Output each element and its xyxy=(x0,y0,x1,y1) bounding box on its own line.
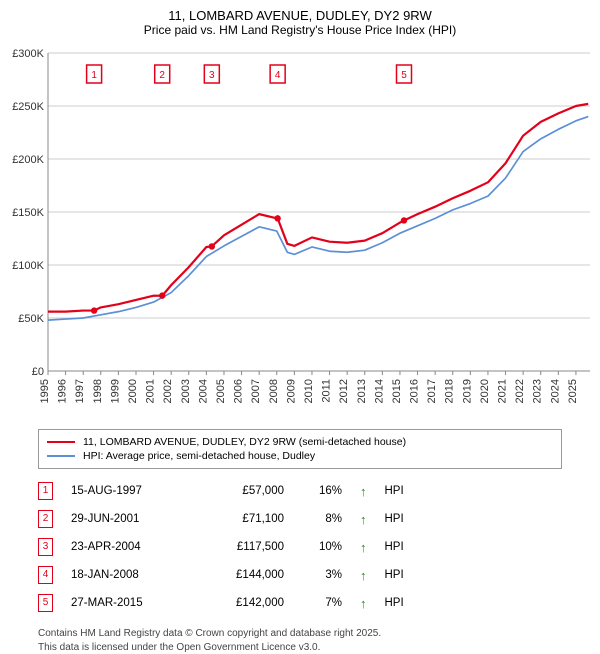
svg-text:2012: 2012 xyxy=(338,379,350,403)
svg-text:1996: 1996 xyxy=(57,379,69,403)
svg-text:4: 4 xyxy=(275,70,281,81)
svg-text:2022: 2022 xyxy=(514,379,526,403)
up-arrow-icon: ↑ xyxy=(360,512,367,527)
svg-text:2011: 2011 xyxy=(321,379,333,403)
svg-text:2014: 2014 xyxy=(373,379,385,403)
svg-text:£100K: £100K xyxy=(12,260,44,272)
svg-text:2002: 2002 xyxy=(162,379,174,403)
sale-pct: 7% xyxy=(302,597,342,609)
legend-label: HPI: Average price, semi-detached house,… xyxy=(83,450,315,462)
sale-row: 4 18-JAN-2008 £144,000 3% ↑ HPI xyxy=(38,561,562,589)
footer-line1: Contains HM Land Registry data © Crown c… xyxy=(38,627,562,641)
sale-pct: 8% xyxy=(302,513,342,525)
sale-price: £71,100 xyxy=(199,513,284,525)
sale-date: 15-AUG-1997 xyxy=(71,485,181,497)
sale-row: 3 23-APR-2004 £117,500 10% ↑ HPI xyxy=(38,533,562,561)
svg-text:£0: £0 xyxy=(32,366,44,378)
legend-row: HPI: Average price, semi-detached house,… xyxy=(47,449,553,463)
sale-marker-num: 4 xyxy=(38,566,53,584)
legend-label: 11, LOMBARD AVENUE, DUDLEY, DY2 9RW (sem… xyxy=(83,436,406,448)
legend-swatch xyxy=(47,441,75,444)
sale-date: 18-JAN-2008 xyxy=(71,569,181,581)
svg-text:2024: 2024 xyxy=(549,379,561,403)
sale-suffix: HPI xyxy=(385,513,404,525)
svg-text:2015: 2015 xyxy=(391,379,403,403)
svg-text:2008: 2008 xyxy=(268,379,280,403)
sale-price: £144,000 xyxy=(199,569,284,581)
chart-title: 11, LOMBARD AVENUE, DUDLEY, DY2 9RW xyxy=(0,0,600,23)
svg-text:£50K: £50K xyxy=(18,313,44,325)
chart-svg: £0 £50K £100K £150K £200K £250K £300K 1995 1996 1… xyxy=(0,43,600,423)
svg-text:2007: 2007 xyxy=(250,379,262,403)
sale-suffix: HPI xyxy=(385,541,404,553)
chart-area: £0 £50K £100K £150K £200K £250K £300K 1995 1996 1… xyxy=(0,43,600,423)
svg-text:2009: 2009 xyxy=(285,379,297,403)
svg-text:1999: 1999 xyxy=(109,379,121,403)
sale-date: 23-APR-2004 xyxy=(71,541,181,553)
svg-text:2020: 2020 xyxy=(479,379,491,403)
sale-row: 5 27-MAR-2015 £142,000 7% ↑ HPI xyxy=(38,589,562,617)
footer-line2: This data is licensed under the Open Gov… xyxy=(38,641,562,654)
svg-text:1: 1 xyxy=(91,70,97,81)
svg-text:2023: 2023 xyxy=(532,379,544,403)
svg-text:£300K: £300K xyxy=(12,48,44,60)
sale-price: £142,000 xyxy=(199,597,284,609)
svg-text:2001: 2001 xyxy=(145,379,157,403)
svg-text:1997: 1997 xyxy=(74,379,86,403)
legend: 11, LOMBARD AVENUE, DUDLEY, DY2 9RW (sem… xyxy=(38,429,562,469)
sale-marker-num: 2 xyxy=(38,510,53,528)
svg-text:£150K: £150K xyxy=(12,207,44,219)
svg-text:1998: 1998 xyxy=(92,379,104,403)
svg-text:2017: 2017 xyxy=(426,379,438,403)
svg-text:2025: 2025 xyxy=(567,379,579,403)
svg-text:2016: 2016 xyxy=(409,379,421,403)
sale-suffix: HPI xyxy=(385,485,404,497)
sale-marker-num: 1 xyxy=(38,482,53,500)
svg-text:2004: 2004 xyxy=(197,379,209,403)
sale-suffix: HPI xyxy=(385,569,404,581)
svg-text:2013: 2013 xyxy=(356,379,368,403)
svg-text:2000: 2000 xyxy=(127,379,139,403)
legend-swatch xyxy=(47,455,75,458)
up-arrow-icon: ↑ xyxy=(360,540,367,555)
legend-row: 11, LOMBARD AVENUE, DUDLEY, DY2 9RW (sem… xyxy=(47,435,553,449)
sale-pct: 16% xyxy=(302,485,342,497)
svg-text:2003: 2003 xyxy=(180,379,192,403)
svg-text:2006: 2006 xyxy=(233,379,245,403)
svg-text:2005: 2005 xyxy=(215,379,227,403)
sale-marker-num: 5 xyxy=(38,594,53,612)
sale-suffix: HPI xyxy=(385,597,404,609)
sale-row: 2 29-JUN-2001 £71,100 8% ↑ HPI xyxy=(38,505,562,533)
up-arrow-icon: ↑ xyxy=(360,484,367,499)
up-arrow-icon: ↑ xyxy=(360,568,367,583)
sale-date: 29-JUN-2001 xyxy=(71,513,181,525)
svg-text:2: 2 xyxy=(159,70,165,81)
sale-price: £57,000 xyxy=(199,485,284,497)
svg-text:3: 3 xyxy=(209,70,215,81)
sales-table: 1 15-AUG-1997 £57,000 16% ↑ HPI 2 29-JUN-2001 £7… xyxy=(38,477,562,617)
svg-text:1995: 1995 xyxy=(39,379,51,403)
sale-row: 1 15-AUG-1997 £57,000 16% ↑ HPI xyxy=(38,477,562,505)
up-arrow-icon: ↑ xyxy=(360,596,367,611)
sale-pct: 3% xyxy=(302,569,342,581)
sale-date: 27-MAR-2015 xyxy=(71,597,181,609)
svg-text:2018: 2018 xyxy=(444,379,456,403)
svg-text:2019: 2019 xyxy=(461,379,473,403)
svg-text:5: 5 xyxy=(401,70,407,81)
svg-text:2010: 2010 xyxy=(303,379,315,403)
svg-text:2021: 2021 xyxy=(497,379,509,403)
svg-text:£250K: £250K xyxy=(12,101,44,113)
sale-price: £117,500 xyxy=(199,541,284,553)
sale-pct: 10% xyxy=(302,541,342,553)
chart-subtitle: Price paid vs. HM Land Registry's House … xyxy=(0,23,600,43)
sale-marker-num: 3 xyxy=(38,538,53,556)
svg-text:£200K: £200K xyxy=(12,154,44,166)
